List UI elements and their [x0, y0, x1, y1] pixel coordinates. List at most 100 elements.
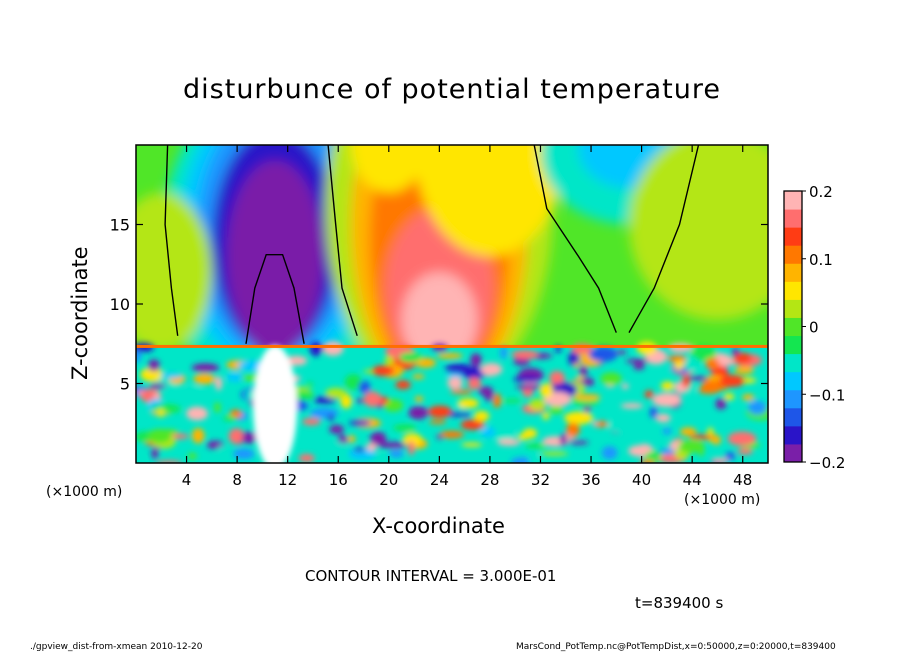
- turbulence-cell: [737, 448, 753, 455]
- turbulence-cell: [284, 355, 308, 366]
- turbulence-cell: [371, 365, 395, 377]
- turbulence-cell: [460, 419, 485, 431]
- turbulence-cell: [159, 372, 183, 378]
- turbulence-cell: [327, 414, 335, 422]
- turbulence-cell: [329, 424, 345, 434]
- turbulence-cell: [742, 394, 755, 401]
- turbulence-cell: [539, 383, 553, 399]
- x-unit-label-left: (×1000 m): [46, 484, 123, 500]
- upper-anomalies: [136, 145, 768, 400]
- turbulence-cell: [149, 383, 167, 389]
- x-tick-label: 8: [232, 471, 242, 489]
- colorbar-segment: [784, 425, 802, 445]
- turbulence-cell: [226, 372, 246, 382]
- turbulence-cell: [363, 391, 382, 408]
- turbulence-cell: [373, 454, 391, 463]
- turbulence-cell: [313, 396, 337, 404]
- turbulence-cell: [528, 451, 540, 463]
- turbulence-cell: [549, 370, 565, 385]
- turbulence-cell: [621, 383, 629, 390]
- turbulence-cell: [408, 406, 429, 420]
- turbulence-cell: [513, 357, 531, 366]
- x-unit-label-right: (×1000 m): [684, 492, 761, 508]
- turbulence-cell: [140, 367, 164, 382]
- turbulence-cell: [529, 398, 546, 411]
- turbulence-cell: [306, 381, 313, 388]
- turbulence-cell: [513, 376, 541, 383]
- colorbar-tick-label: −0.2: [809, 454, 845, 472]
- colorbar-segment: [784, 335, 802, 355]
- footer-script-label: ./gpview_dist-from-xmean 2010-12-20: [30, 642, 203, 652]
- turbulence-cell: [483, 386, 494, 402]
- colorbar: 0.2 0.1 0 −0.1 −0.2: [783, 183, 845, 472]
- x-axis-label: X-coordinate: [372, 514, 505, 538]
- turbulence-cell: [473, 410, 490, 422]
- heatmap-field: [136, 145, 768, 463]
- turbulence-cell: [644, 390, 654, 399]
- turbulence-cell: [340, 393, 352, 409]
- turbulence-cell: [412, 374, 425, 380]
- lower-anomalies: [136, 341, 768, 463]
- turbulence-cell: [662, 427, 672, 435]
- turbulence-cell: [497, 439, 521, 446]
- turbulence-cell: [147, 428, 172, 444]
- turbulence-cell: [444, 363, 473, 374]
- turbulence-cell: [470, 353, 482, 367]
- footer-source-label: MarsCond_PotTemp.nc@PotTempDist,x=0:5000…: [516, 642, 836, 652]
- time-label: t=839400 s: [635, 594, 724, 612]
- colorbar-segment: [784, 353, 802, 373]
- turbulence-cell: [719, 374, 745, 388]
- turbulence-cell: [705, 357, 720, 370]
- colorbar-segment: [784, 281, 802, 300]
- turbulence-cell: [447, 376, 463, 390]
- turbulence-cell: [302, 418, 321, 426]
- turbulence-cell: [511, 350, 539, 360]
- turbulence-cell: [633, 363, 645, 370]
- turbulence-cell: [298, 453, 315, 463]
- anomaly-blob-5: [239, 216, 311, 360]
- turbulence-cell: [136, 349, 142, 363]
- turbulence-cell: [548, 406, 564, 414]
- turbulence-cell: [711, 457, 729, 463]
- turbulence-cell: [402, 433, 423, 447]
- turbulence-cell: [358, 380, 371, 394]
- turbulence-cell: [688, 434, 715, 440]
- turbulence-cell: [573, 394, 601, 401]
- turbulence-cell: [242, 431, 257, 444]
- turbulence-cell: [567, 440, 589, 445]
- y-tick-label: 15: [110, 216, 130, 235]
- y-tick-label: 10: [110, 295, 130, 314]
- turbulence-cell: [222, 415, 236, 422]
- turbulence-cell: [500, 346, 507, 360]
- turbulence-cell: [322, 341, 344, 356]
- turbulence-cell: [575, 375, 585, 381]
- x-tick-label: 44: [683, 471, 702, 489]
- turbulence-cell: [136, 458, 143, 463]
- turbulence-cell: [191, 363, 220, 373]
- turbulence-cell: [688, 375, 708, 381]
- turbulence-cell: [344, 374, 362, 391]
- colorbar-segment: [784, 209, 802, 228]
- turbulence-cell: [151, 448, 159, 459]
- turbulence-cell: [564, 411, 594, 425]
- y-tick-label: 5: [120, 375, 130, 394]
- turbulence-cell: [457, 398, 479, 409]
- turbulence-cell: [636, 341, 657, 356]
- turbulence-cell: [414, 395, 424, 403]
- turbulence-cell: [588, 346, 618, 362]
- turbulence-cell: [460, 442, 483, 447]
- turbulence-cell: [566, 422, 580, 438]
- plume-core: [253, 345, 298, 463]
- turbulence-cell: [309, 407, 339, 419]
- contour-line-2: [533, 145, 617, 333]
- turbulence-cell: [578, 365, 588, 377]
- turbulence-cell: [515, 384, 544, 390]
- turbulence-cell: [733, 352, 752, 364]
- anomaly-blob-15: [628, 145, 768, 320]
- turbulence-cell: [325, 387, 347, 399]
- colorbar-segment: [784, 389, 802, 409]
- turbulence-cell: [369, 431, 387, 445]
- turbulence-cell: [559, 433, 567, 446]
